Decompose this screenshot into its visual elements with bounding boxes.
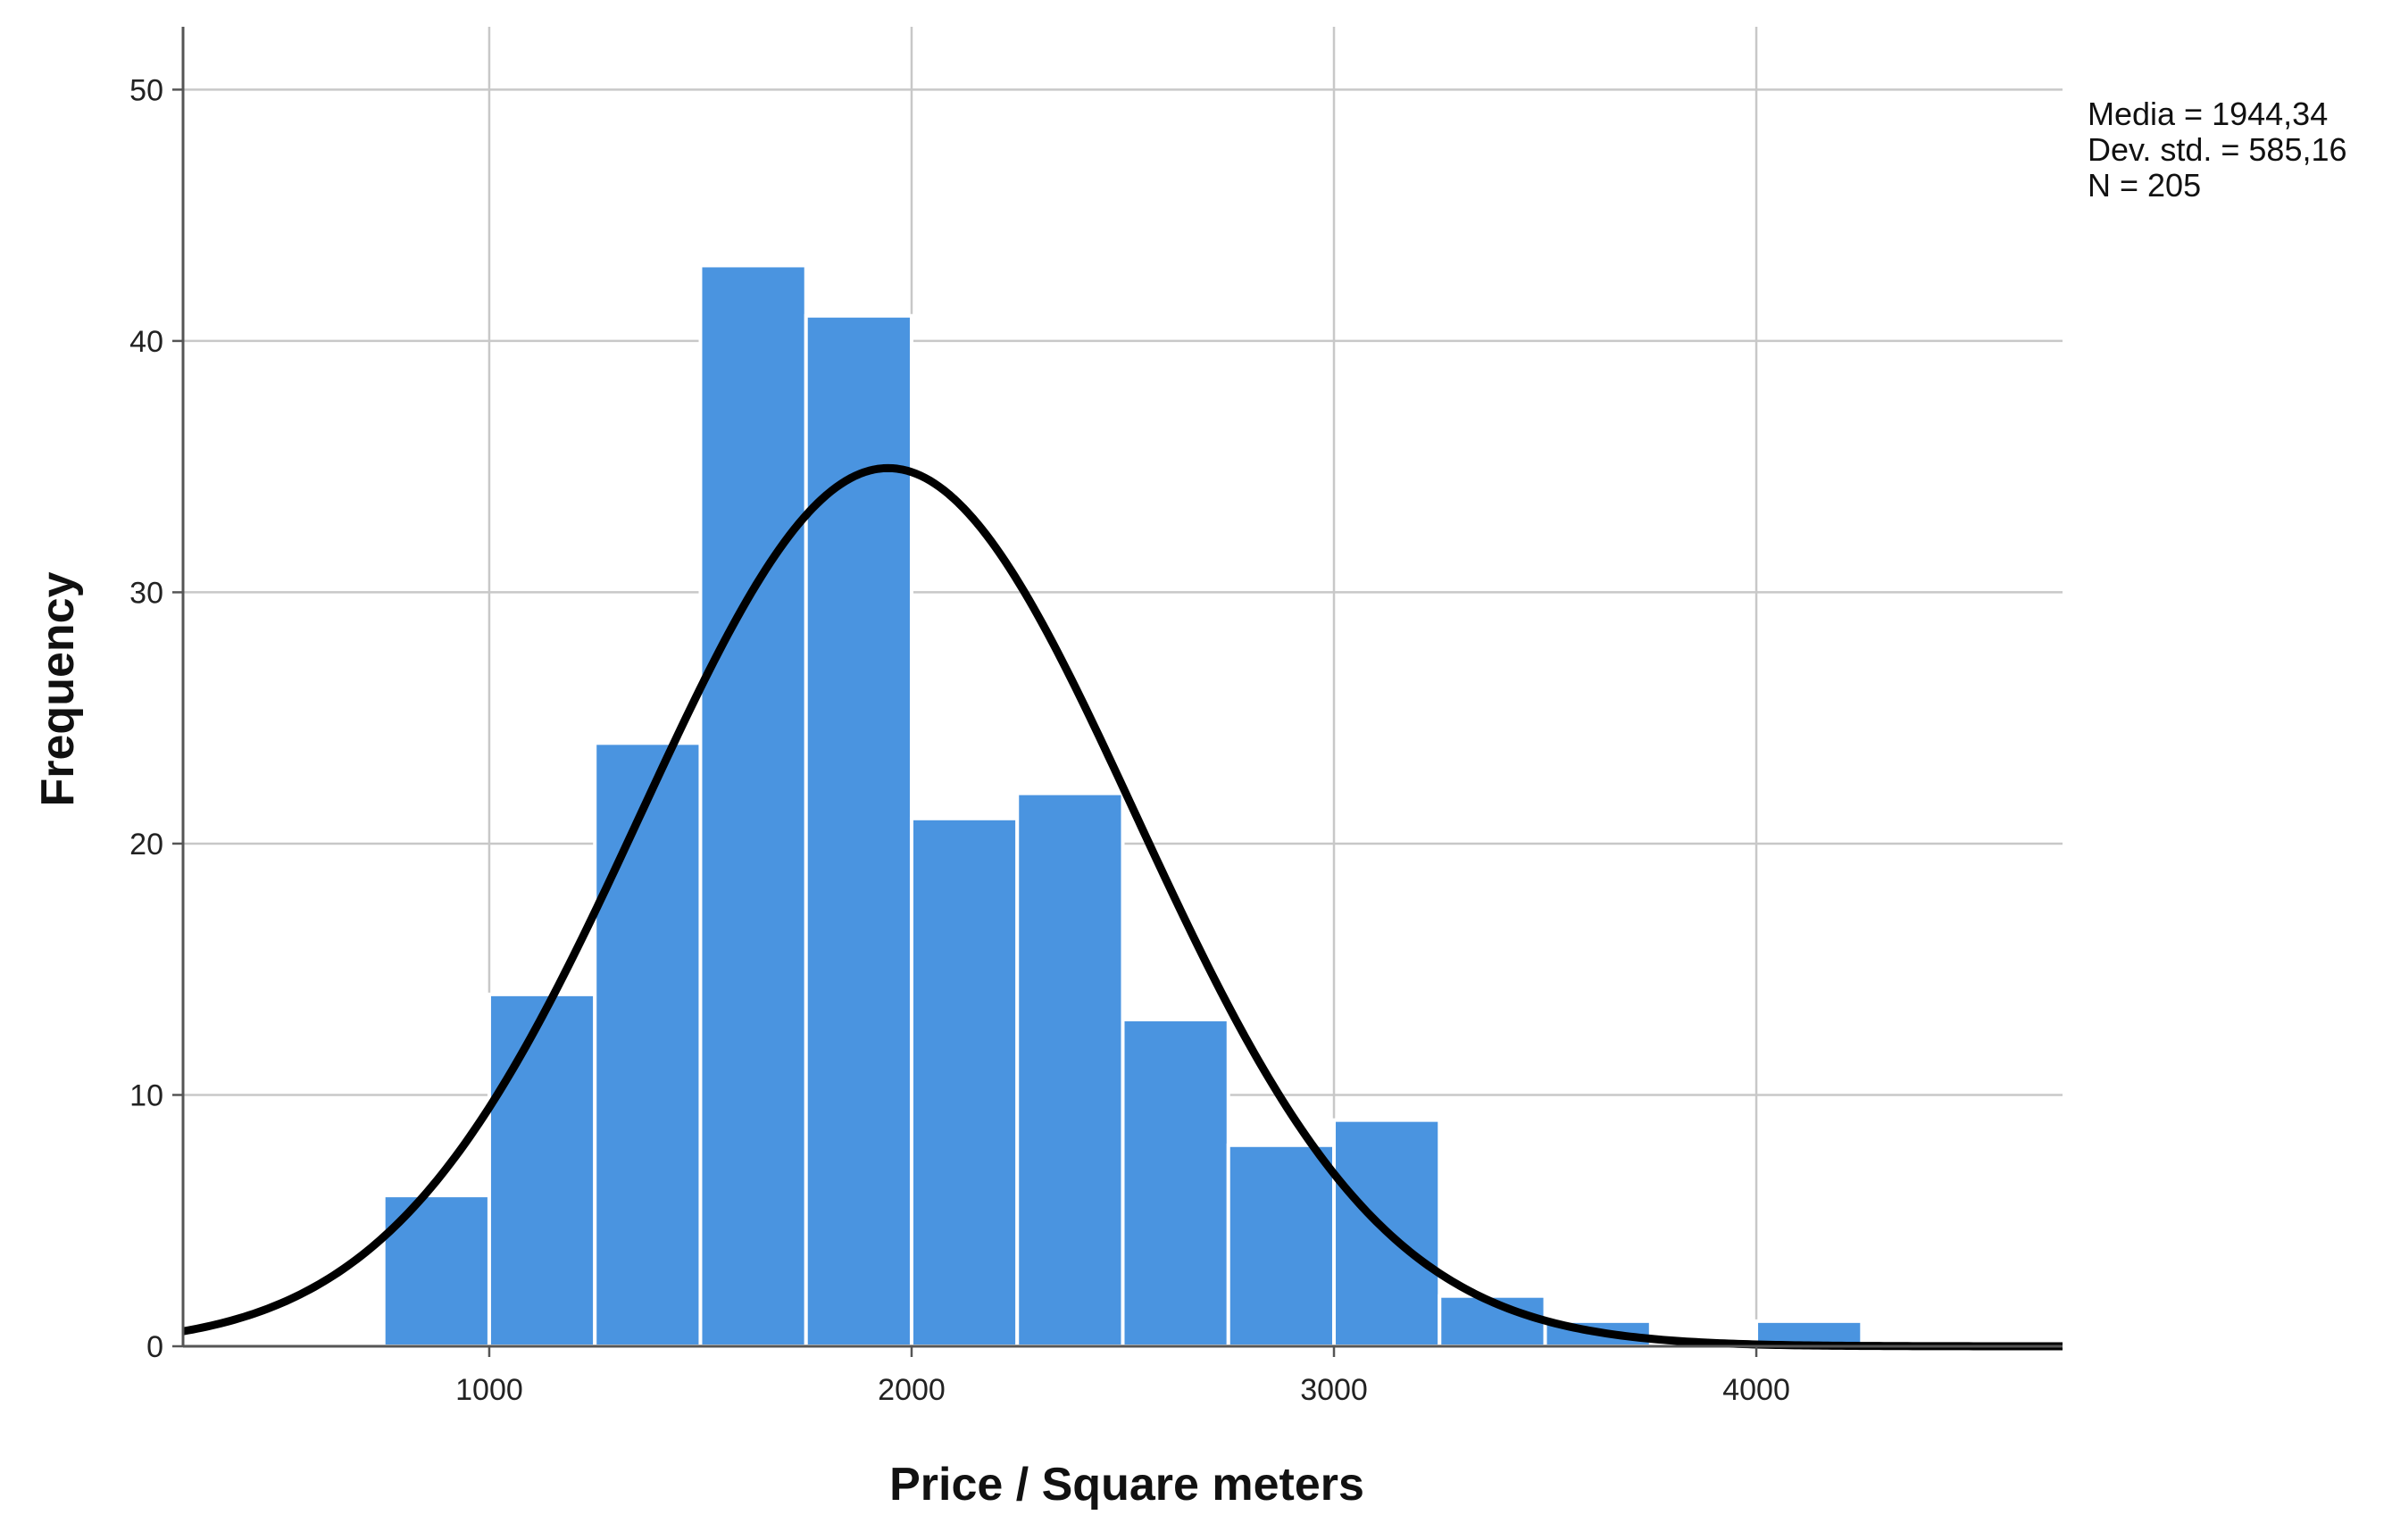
histogram-bar-6 <box>1015 791 1125 1348</box>
normal-curve <box>182 463 2063 1351</box>
stats-std-dev: Dev. std. = 585,16 <box>2088 131 2347 168</box>
y-tick-label-0: 0 <box>146 1330 163 1364</box>
histogram-bar-1 <box>487 992 597 1349</box>
histogram-bar-3 <box>698 263 808 1348</box>
x-tick-label-1: 2000 <box>878 1373 946 1407</box>
tick-labels: 0 10 20 30 40 50 1000 2000 3000 4000 <box>129 73 1790 1407</box>
x-tick-label-3: 4000 <box>1722 1373 1790 1407</box>
y-tick-label-3: 30 <box>129 576 163 610</box>
histogram-bar-8 <box>1226 1143 1337 1349</box>
y-tick-label-4: 40 <box>129 325 163 359</box>
x-axis-title: Price / Square meters <box>889 1459 1364 1511</box>
axes <box>181 27 2063 1348</box>
y-axis-title: Frequency <box>32 571 84 806</box>
x-tick-label-2: 3000 <box>1300 1373 1368 1407</box>
summary-stats: Media = 1944,34 Dev. std. = 585,16 N = 2… <box>2088 96 2347 204</box>
histogram-bar-5 <box>909 816 1020 1348</box>
x-tick-label-0: 1000 <box>455 1373 523 1407</box>
y-tick-label-1: 10 <box>129 1078 163 1112</box>
histogram-bar-2 <box>593 741 703 1348</box>
normal-curve-line <box>182 463 2063 1351</box>
histogram-bars <box>381 263 1864 1349</box>
stats-n: N = 205 <box>2088 167 2201 204</box>
histogram-bar-7 <box>1121 1018 1230 1348</box>
stats-mean: Media = 1944,34 <box>2088 96 2328 132</box>
y-tick-label-2: 20 <box>129 828 163 862</box>
y-tick-label-5: 50 <box>129 73 163 107</box>
